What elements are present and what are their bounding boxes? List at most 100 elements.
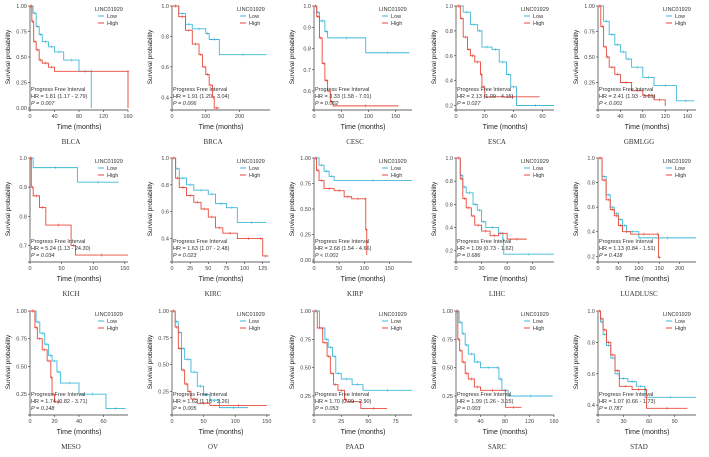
censor-mark-low xyxy=(507,72,510,76)
y-tick-label: 0.6 xyxy=(445,202,453,208)
censor-mark-high xyxy=(334,383,337,387)
censor-mark-high xyxy=(330,100,333,104)
y-tick-label: 1.0 xyxy=(445,4,453,10)
censor-mark-low xyxy=(230,206,234,210)
censor-mark-low xyxy=(250,220,254,224)
x-tick-label: 60 xyxy=(646,419,652,425)
x-tick-label: 0 xyxy=(454,266,457,272)
x-tick-label: 200 xyxy=(675,266,684,272)
x-tick-label: 200 xyxy=(235,114,244,120)
censor-mark-low xyxy=(647,75,650,79)
censor-mark-low xyxy=(611,356,615,360)
annotation-line: HR = 2.13 (1.09 - 4.15) xyxy=(457,94,514,100)
annotation-line: P = 0.005 xyxy=(173,406,197,412)
y-axis-label: Survival probability xyxy=(5,181,12,236)
censor-mark-high xyxy=(644,387,647,391)
censor-mark-high xyxy=(600,317,604,321)
censor-mark-high xyxy=(467,48,471,52)
y-tick-label: 0.25 xyxy=(300,394,311,400)
annotation-line: P < 0.001 xyxy=(315,253,339,259)
y-tick-label: 0.6 xyxy=(587,205,595,211)
x-tick-label: 25 xyxy=(187,266,193,272)
legend-label-high: High xyxy=(249,21,260,27)
censor-mark-high xyxy=(624,81,628,84)
y-axis-label: Survival probability xyxy=(147,334,154,389)
survival-curve-low xyxy=(314,5,410,54)
censor-mark-low xyxy=(666,236,669,240)
censor-mark-low xyxy=(478,208,481,212)
y-tick-label: 0.50 xyxy=(16,364,27,370)
censor-mark-high xyxy=(178,347,182,351)
legend-label-low: Low xyxy=(675,166,685,172)
x-tick-label: 80 xyxy=(502,419,508,425)
legend-label-low: Low xyxy=(107,319,117,325)
censor-mark-high xyxy=(90,69,93,73)
x-tick-label: 50 xyxy=(336,266,342,272)
censor-mark-low xyxy=(371,178,375,182)
panel-title: CESC xyxy=(346,138,364,146)
censor-mark-low xyxy=(57,370,60,374)
censor-mark-low xyxy=(57,50,61,54)
censor-mark-low xyxy=(232,406,235,410)
x-tick-label: 100 xyxy=(89,266,98,272)
censor-mark-low xyxy=(199,384,202,388)
censor-mark-high xyxy=(603,328,607,332)
survival-curve-high xyxy=(456,157,527,240)
censor-mark-low xyxy=(470,352,473,356)
censor-mark-high xyxy=(206,73,209,77)
censor-mark-high xyxy=(47,359,51,363)
x-tick-label: 20 xyxy=(482,114,488,120)
legend-label-high: High xyxy=(249,173,260,179)
censor-mark-low xyxy=(636,65,639,69)
y-tick-label: 0.8 xyxy=(19,214,27,220)
censor-mark-high xyxy=(611,208,614,212)
panel-title: LIHC xyxy=(488,290,506,298)
censor-mark-high xyxy=(616,72,619,76)
censor-mark-low xyxy=(114,407,117,411)
censor-mark-low xyxy=(188,183,192,187)
censor-mark-low xyxy=(329,345,332,349)
censor-mark-high xyxy=(194,42,197,46)
censor-mark-high xyxy=(215,106,218,110)
y-tick-label: 0.75 xyxy=(300,337,311,343)
y-tick-label: 0.50 xyxy=(158,363,169,369)
x-axis-label: Time (months) xyxy=(625,124,670,131)
x-axis-label: Time (months) xyxy=(57,429,102,436)
censor-mark-high xyxy=(598,4,601,8)
censor-mark-low xyxy=(205,393,208,397)
x-tick-label: 160 xyxy=(549,419,558,425)
censor-mark-high xyxy=(476,60,479,64)
censor-mark-low xyxy=(41,331,44,335)
legend-label-low: Low xyxy=(533,319,543,325)
y-tick-label: 0.75 xyxy=(300,182,311,188)
annotation-line: P = 0.006 xyxy=(173,101,197,107)
legend-title: LINC01929 xyxy=(237,159,265,165)
x-tick-label: 100 xyxy=(364,114,373,120)
censor-mark-low xyxy=(622,376,625,380)
panel-title: KIRP xyxy=(347,290,363,298)
censor-mark-low xyxy=(241,53,245,57)
survival-curve-low xyxy=(456,5,554,106)
censor-mark-high xyxy=(202,401,205,405)
censor-mark-high xyxy=(202,65,206,69)
y-tick-label: 1.00 xyxy=(16,4,27,10)
censor-mark-high xyxy=(188,390,191,394)
censor-mark-low xyxy=(36,24,39,28)
legend-label-high: High xyxy=(533,173,544,179)
censor-mark-low xyxy=(527,252,531,256)
annotation-line: P = 0.027 xyxy=(457,101,481,107)
km-panel-cesc: 0.6 0.7 0.8 0.9 1.0 0 50 100 150 Time (months) Sur… xyxy=(284,0,426,152)
censor-mark-high xyxy=(647,94,650,98)
annotation-line: P = 0.418 xyxy=(599,253,623,259)
km-panel-sarc: 0.25 0.50 0.75 1.00 0 40 80 120 160 Time (months)… xyxy=(426,305,568,457)
y-tick-label: 0.8 xyxy=(587,181,595,187)
censor-mark-high xyxy=(493,234,496,238)
y-tick-label: 0.4 xyxy=(161,95,169,101)
censor-mark-low xyxy=(330,174,333,178)
x-tick-label: 100 xyxy=(634,266,643,272)
km-panel-meso: 0.25 0.50 0.75 1.00 0 20 40 60 Time (months) Surv… xyxy=(0,305,142,457)
y-tick-label: 0.25 xyxy=(16,392,27,398)
censor-mark-high xyxy=(456,156,460,160)
y-tick-label: 1.0 xyxy=(161,156,169,162)
censor-mark-high xyxy=(323,341,327,345)
